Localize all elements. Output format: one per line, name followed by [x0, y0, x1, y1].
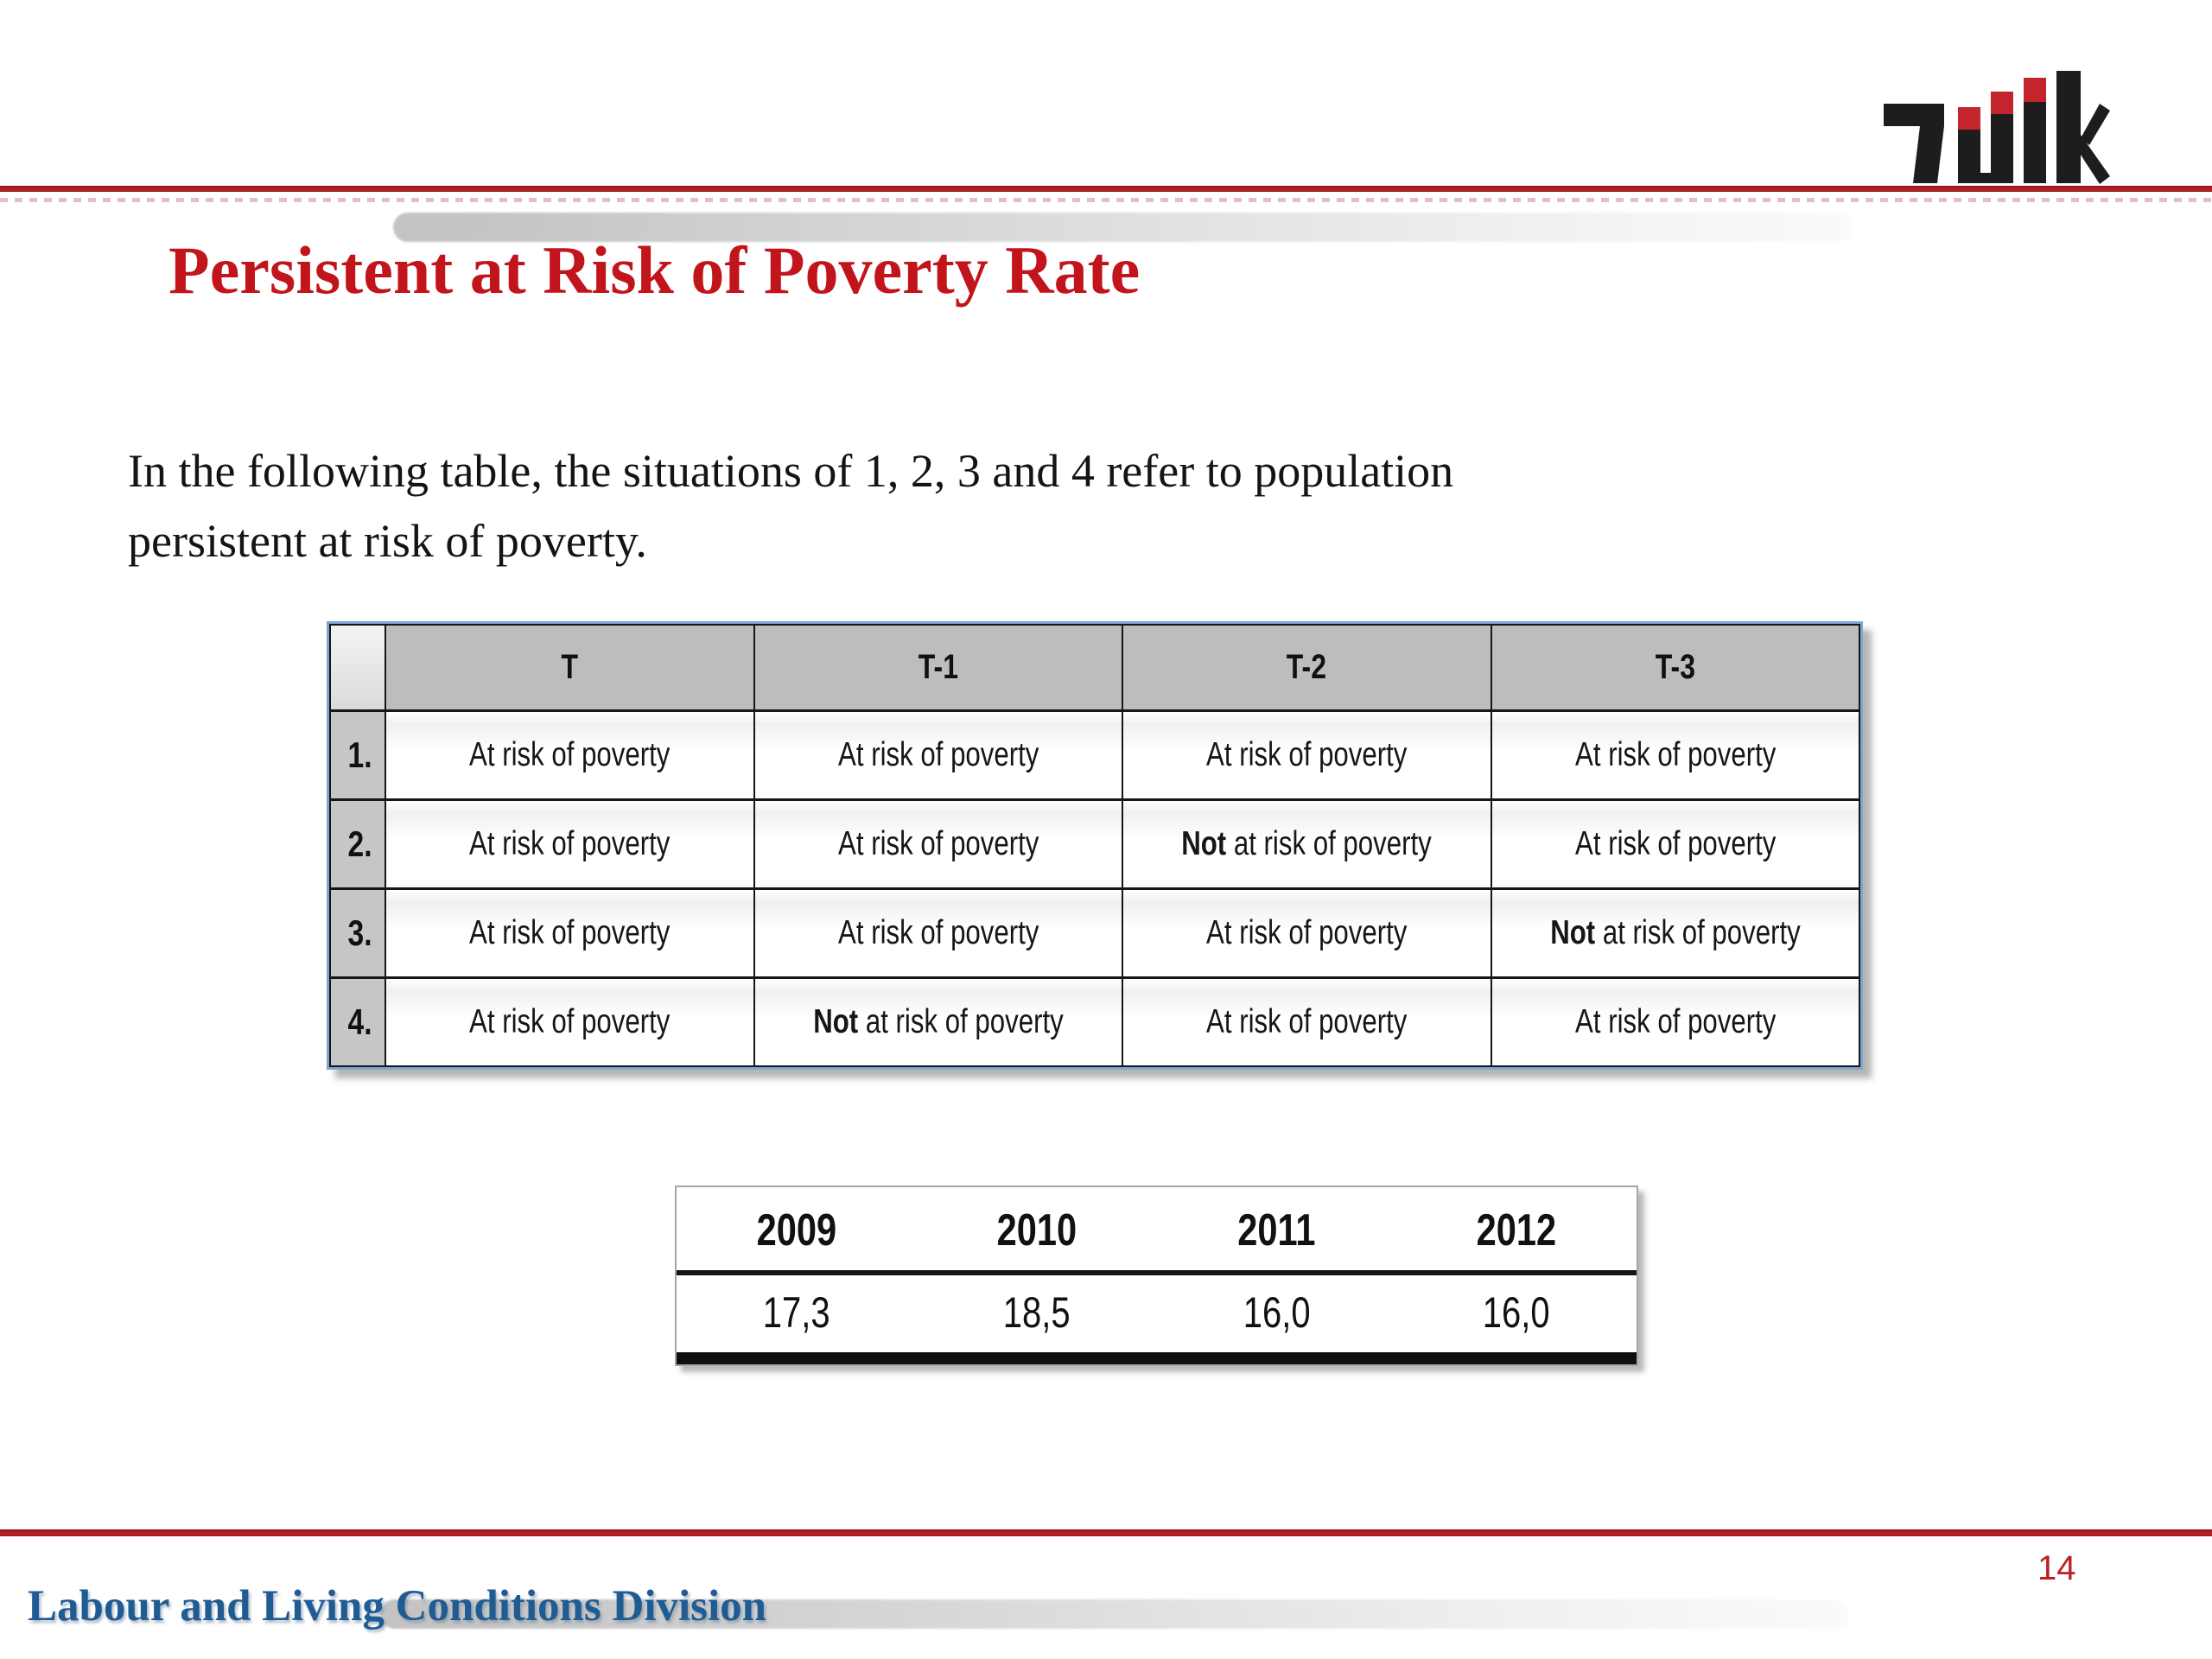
situation-cell: At risk of poverty [754, 801, 1122, 887]
years-header-row: 2009 2010 2011 2012 [677, 1187, 1637, 1270]
cell-text: 3. [347, 912, 373, 953]
situation-cell: At risk of poverty [386, 712, 753, 798]
situation-cell: At risk of poverty [754, 712, 1122, 798]
situation-cell: At risk of poverty [386, 890, 753, 976]
cell-text: 16,0 [1483, 1288, 1551, 1337]
cell-text: 16,0 [1243, 1288, 1311, 1337]
slide-title: Persistent at Risk of Poverty Rate [168, 232, 1141, 308]
footer-rule [0, 1529, 2212, 1536]
situation-cell: At risk of poverty [1123, 979, 1491, 1065]
footer-ribbon [380, 1599, 1849, 1629]
situation-cell: At risk of poverty [1123, 890, 1491, 976]
year-header-cell: 2011 [1157, 1187, 1397, 1270]
cell-text: At risk of poverty [469, 736, 671, 773]
cell-text: At risk of poverty [469, 914, 671, 951]
header-dotted-rule [0, 198, 2212, 202]
page-number: 14 [2037, 1549, 2076, 1587]
rate-value-cell: 16,0 [1157, 1275, 1397, 1348]
footer-division-label: Labour and Living Conditions Division [28, 1582, 767, 1630]
poverty-rate-table: 2009 2010 2011 2012 17,3 18,5 16,0 16,0 [675, 1185, 1638, 1366]
situation-cell: At risk of poverty [1123, 712, 1491, 798]
cell-text: At risk of poverty [837, 914, 1039, 951]
cell-text: At risk of poverty [1574, 736, 1776, 773]
year-header-cell: 2012 [1396, 1187, 1637, 1270]
row-number-cell: 4. [331, 979, 385, 1065]
cell-text: T-2 [1287, 648, 1327, 686]
cell-text: At risk of poverty [1574, 1003, 1776, 1040]
situation-cell: At risk of poverty [386, 979, 753, 1065]
body-paragraph: In the following table, the situations o… [128, 436, 1453, 576]
cell-text: Not at risk of poverty [1181, 825, 1433, 862]
column-header-cell: T-3 [1491, 626, 1859, 709]
cell-text: T-1 [918, 648, 958, 686]
column-header-cell: T-2 [1123, 626, 1491, 709]
title-ribbon [393, 213, 1853, 242]
tuik-logo-icon [1884, 71, 2110, 184]
row-number-cell: 2. [331, 801, 385, 887]
cell-text: 2011 [1237, 1205, 1316, 1255]
cell-text: At risk of poverty [469, 1003, 671, 1040]
cell-text: At risk of poverty [1206, 736, 1408, 773]
cell-text: At risk of poverty [469, 825, 671, 862]
situation-cell: At risk of poverty [1491, 712, 1859, 798]
body-line-1: In the following table, the situations o… [128, 445, 1454, 497]
header-rule [0, 186, 2212, 192]
years-table-divider [677, 1270, 1637, 1275]
cell-text: 17,3 [762, 1288, 830, 1337]
cell-text: 2012 [1476, 1205, 1557, 1255]
cell-text: At risk of poverty [1574, 825, 1776, 862]
body-line-2: persistent at risk of poverty. [128, 515, 647, 567]
cell-text: T [561, 648, 579, 686]
cell-text: 2009 [756, 1205, 837, 1255]
cell-text: At risk of poverty [1206, 914, 1408, 951]
cell-text: 18,5 [1002, 1288, 1071, 1337]
cell-text: 2010 [996, 1205, 1077, 1255]
situation-cell: Not at risk of poverty [1123, 801, 1491, 887]
rate-value-cell: 18,5 [917, 1275, 1157, 1348]
years-table-bottom-rule [677, 1352, 1637, 1364]
cell-text: Not at risk of poverty [1549, 914, 1801, 951]
situation-cell: Not at risk of poverty [754, 979, 1122, 1065]
cell-text: At risk of poverty [1206, 1003, 1408, 1040]
cell-text: 2. [347, 823, 373, 864]
year-header-cell: 2009 [677, 1187, 917, 1270]
cell-text: T-3 [1655, 648, 1695, 686]
table-corner-cell [331, 626, 385, 709]
tuik-logo [1882, 69, 2110, 188]
column-header-cell: T [386, 626, 753, 709]
situation-cell: At risk of poverty [754, 890, 1122, 976]
situation-cell: Not at risk of poverty [1491, 890, 1859, 976]
year-header-cell: 2010 [917, 1187, 1157, 1270]
situation-table: T T-1 T-2 T-3 1. At risk of poverty At risk of… [327, 621, 1863, 1070]
situation-cell: At risk of poverty [1491, 979, 1859, 1065]
cell-text: 1. [347, 734, 373, 775]
rate-value-cell: 16,0 [1396, 1275, 1637, 1348]
situation-cell: At risk of poverty [1491, 801, 1859, 887]
situation-cell: At risk of poverty [386, 801, 753, 887]
column-header-cell: T-1 [754, 626, 1122, 709]
cell-text: At risk of poverty [837, 736, 1039, 773]
rate-value-cell: 17,3 [677, 1275, 917, 1348]
row-number-cell: 1. [331, 712, 385, 798]
years-value-row: 17,3 18,5 16,0 16,0 [677, 1275, 1637, 1348]
cell-text: 4. [347, 1001, 373, 1042]
cell-text: At risk of poverty [837, 825, 1039, 862]
row-number-cell: 3. [331, 890, 385, 976]
cell-text: Not at risk of poverty [812, 1003, 1064, 1040]
